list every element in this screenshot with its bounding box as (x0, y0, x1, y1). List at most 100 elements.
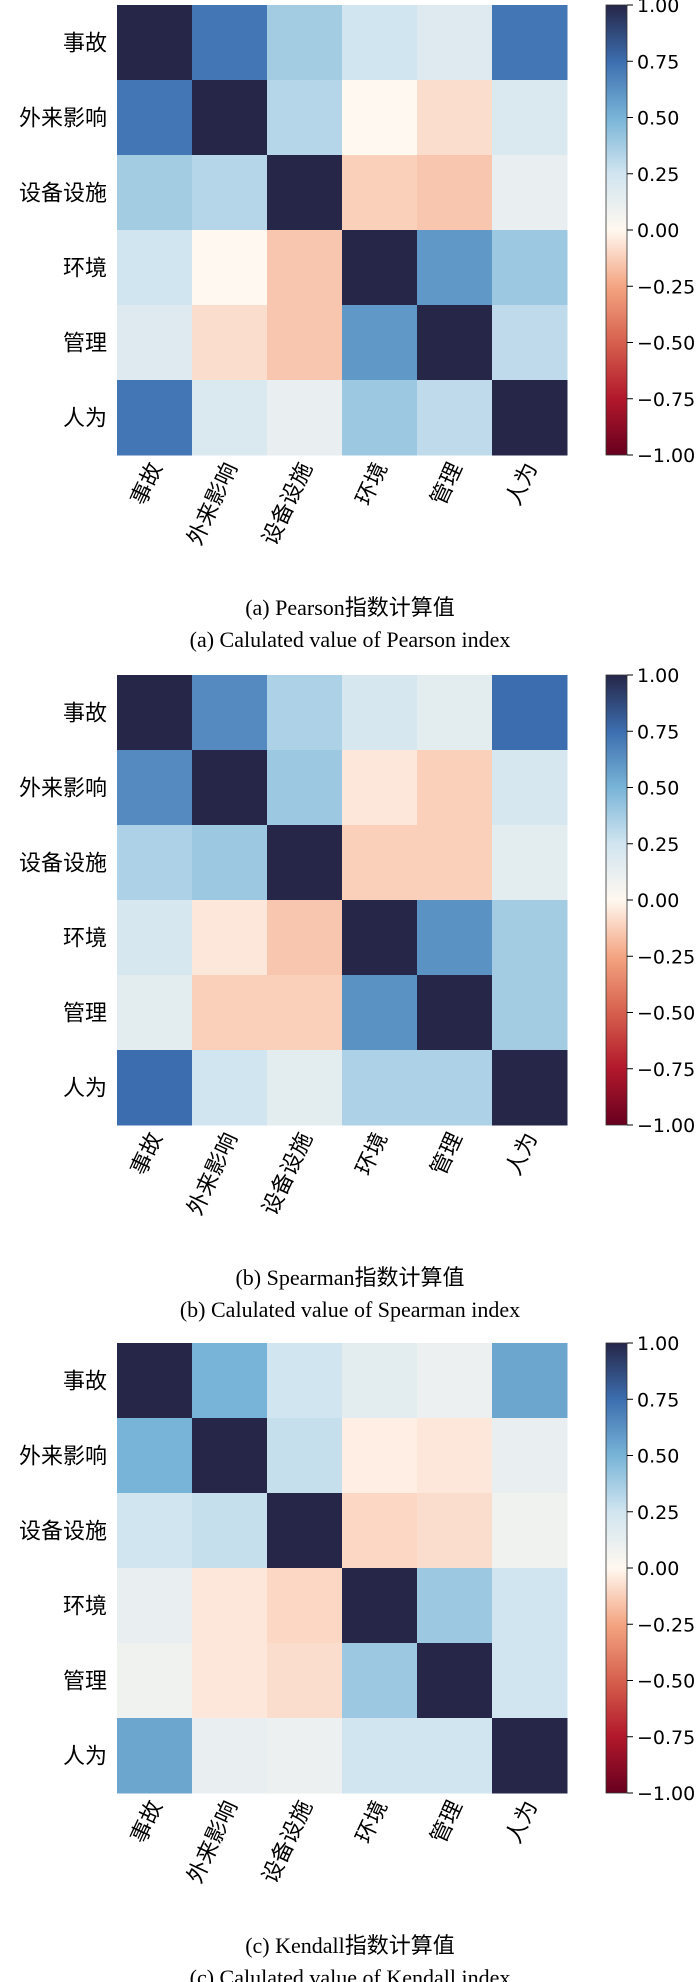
y-tick-label: 事故 (63, 32, 107, 57)
colorbar-tick-label: 0.50 (637, 108, 679, 130)
heatmap-cell-0-0 (117, 1343, 193, 1419)
heatmap-cell-4-4 (417, 305, 493, 381)
chart-subtitle: (c) Calulated value of Kendall index (190, 1965, 511, 1982)
heatmap-cell-4-2 (267, 975, 343, 1051)
heatmap-cell-1-2 (267, 750, 343, 826)
heatmap-cell-4-1 (192, 1643, 268, 1719)
colorbar-tick-label: −0.25 (637, 1614, 695, 1636)
colorbar-tick-label: 1.00 (637, 1333, 679, 1355)
x-tick-label: 外来影响 (183, 459, 243, 549)
x-tick-label: 设备设施 (258, 459, 318, 549)
heatmap-cell-1-2 (267, 80, 343, 156)
heatmap-cell-4-3 (342, 1643, 418, 1719)
x-tick-label: 环境 (352, 459, 393, 509)
y-tick-label: 环境 (63, 1595, 107, 1620)
heatmap-cell-2-5 (492, 825, 568, 901)
chart-title: (c) Kendall指数计算值 (245, 1933, 455, 1958)
heatmap-cell-1-5 (492, 1418, 568, 1494)
heatmap-cell-5-3 (342, 1718, 418, 1794)
heatmap-cell-3-5 (492, 1568, 568, 1644)
heatmap-cell-5-2 (267, 380, 343, 456)
heatmap-cell-0-1 (192, 5, 268, 81)
heatmap-cell-5-3 (342, 380, 418, 456)
heatmap-cell-5-0 (117, 1050, 193, 1126)
colorbar-tick-label: 0.75 (637, 721, 679, 743)
heatmap-cell-4-0 (117, 975, 193, 1051)
heatmap-cell-5-5 (492, 1718, 568, 1794)
heatmap-cell-4-5 (492, 975, 568, 1051)
colorbar-tick-label: −0.50 (637, 1003, 695, 1025)
heatmap-cell-4-5 (492, 305, 568, 381)
heatmap-cell-2-0 (117, 1493, 193, 1569)
x-tick-label: 事故 (127, 459, 168, 509)
y-tick-label: 管理 (63, 1670, 107, 1695)
heatmap-cell-0-3 (342, 5, 418, 81)
heatmap-cell-2-1 (192, 825, 268, 901)
colorbar-tick-label: −0.75 (637, 1059, 695, 1081)
heatmap-cell-3-2 (267, 1568, 343, 1644)
colorbar-tick-label: −0.50 (637, 333, 695, 355)
heatmap-cell-1-3 (342, 1418, 418, 1494)
colorbar-tick-label: −0.75 (637, 1727, 695, 1749)
heatmap-cell-2-5 (492, 1493, 568, 1569)
heatmap-cell-1-3 (342, 750, 418, 826)
heatmap-cell-4-5 (492, 1643, 568, 1719)
heatmap-cell-1-0 (117, 750, 193, 826)
heatmap-cell-3-0 (117, 900, 193, 976)
y-tick-label: 环境 (63, 927, 107, 952)
x-tick-label: 外来影响 (183, 1797, 243, 1887)
heatmap-cell-4-3 (342, 975, 418, 1051)
heatmap-cell-5-1 (192, 1718, 268, 1794)
y-tick-label: 设备设施 (19, 1520, 107, 1545)
colorbar-tick-label: 0.25 (637, 164, 679, 186)
colorbar-tick-label: 0.75 (637, 51, 679, 73)
heatmap-cell-3-2 (267, 900, 343, 976)
colorbar-tick-label: 0.00 (637, 1558, 679, 1580)
heatmap-cell-2-3 (342, 1493, 418, 1569)
heatmap-cell-2-4 (417, 155, 493, 231)
heatmap-cell-2-3 (342, 825, 418, 901)
heatmap-cell-2-3 (342, 155, 418, 231)
x-tick-label: 设备设施 (258, 1797, 318, 1887)
colorbar-tick-label: −1.00 (637, 1115, 695, 1137)
heatmap-cell-1-5 (492, 750, 568, 826)
x-tick-label: 人为 (502, 1129, 543, 1179)
heatmap-cell-0-5 (492, 1343, 568, 1419)
heatmap-cell-3-4 (417, 1568, 493, 1644)
heatmap-cell-0-4 (417, 5, 493, 81)
heatmap-cell-2-4 (417, 1493, 493, 1569)
x-tick-label: 事故 (127, 1797, 168, 1847)
x-tick-label: 环境 (352, 1797, 393, 1847)
colorbar (605, 1342, 628, 1794)
heatmap-cell-3-0 (117, 1568, 193, 1644)
heatmap-cell-0-3 (342, 675, 418, 751)
y-tick-label: 环境 (63, 257, 107, 282)
chart-subtitle: (b) Calulated value of Spearman index (180, 1297, 520, 1322)
y-tick-label: 设备设施 (19, 852, 107, 877)
y-tick-label: 人为 (63, 407, 107, 432)
colorbar-tick-label: −0.75 (637, 389, 695, 411)
x-tick-label: 管理 (427, 1797, 468, 1847)
heatmap-cell-2-0 (117, 155, 193, 231)
y-tick-label: 管理 (63, 1002, 107, 1027)
heatmap-cell-0-4 (417, 1343, 493, 1419)
colorbar-tick-label: −0.25 (637, 946, 695, 968)
heatmap-cell-0-1 (192, 1343, 268, 1419)
heatmap-cell-5-2 (267, 1050, 343, 1126)
x-tick-label: 环境 (352, 1129, 393, 1179)
colorbar-tick-label: 0.25 (637, 834, 679, 856)
heatmap-cell-0-5 (492, 5, 568, 81)
heatmap-cell-2-5 (492, 155, 568, 231)
y-tick-label: 管理 (63, 332, 107, 357)
heatmap-cell-3-2 (267, 230, 343, 306)
heatmap-cell-4-2 (267, 305, 343, 381)
heatmap-cell-4-3 (342, 305, 418, 381)
heatmap-cell-0-3 (342, 1343, 418, 1419)
heatmap-cell-5-1 (192, 380, 268, 456)
colorbar-tick-label: 0.50 (637, 778, 679, 800)
heatmap-cell-0-5 (492, 675, 568, 751)
